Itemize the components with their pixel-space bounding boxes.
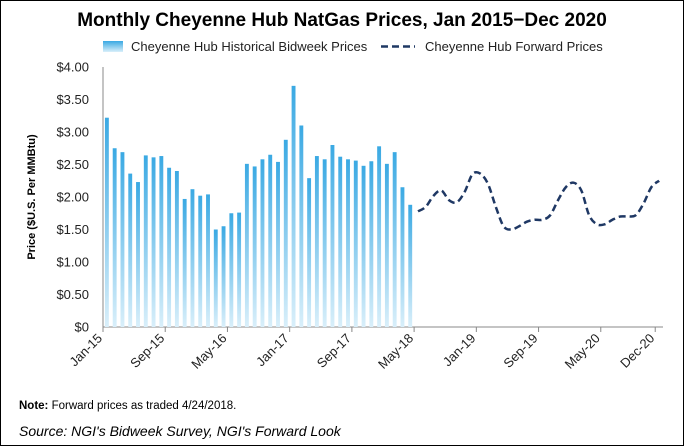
bar — [307, 178, 312, 327]
legend-swatch-historical — [103, 41, 123, 52]
bar — [229, 213, 234, 327]
bar — [112, 148, 117, 327]
bar — [377, 146, 382, 327]
bar — [143, 155, 148, 327]
y-tick-label: $2.00 — [56, 190, 89, 205]
note: Note: Forward prices as traded 4/24/2018… — [19, 400, 236, 412]
axes — [102, 67, 663, 328]
x-tick-label: May-16 — [188, 331, 229, 372]
bar — [221, 226, 226, 327]
x-tick-label: Sep-19 — [500, 331, 540, 371]
bar — [260, 159, 265, 327]
bars-historical — [104, 85, 413, 327]
bar — [244, 163, 249, 327]
bar — [159, 156, 164, 327]
bar — [408, 204, 413, 327]
x-tick-label: Jan-15 — [66, 331, 105, 370]
bar — [268, 154, 273, 327]
bar — [338, 156, 343, 327]
legend-label-historical: Cheyenne Hub Historical Bidweek Prices — [131, 39, 368, 54]
y-tick-label: $0 — [75, 320, 89, 335]
x-tick-label: Sep-15 — [127, 331, 167, 371]
bar — [314, 156, 319, 327]
line-forward — [417, 170, 660, 231]
bar — [190, 189, 195, 327]
bar — [353, 160, 358, 327]
x-tick-label: Sep-17 — [314, 331, 354, 371]
chart-title: Monthly Cheyenne Hub NatGas Prices, Jan … — [77, 10, 607, 31]
y-axis-title: Price ($U.S. Per MMBtu) — [26, 134, 38, 260]
bar — [384, 163, 389, 327]
x-tick-label: May-20 — [562, 331, 603, 372]
x-tick-labels: Jan-15 Sep-15 May-16 Jan-17 Sep-17 May-18 Jan-… — [66, 327, 657, 372]
y-tick-label: $2.50 — [56, 157, 89, 172]
y-tick-label: $1.50 — [56, 222, 89, 237]
source: Source: NGI's Bidweek Survey, NGI's Forw… — [19, 423, 342, 439]
y-tick-label: $3.00 — [56, 125, 89, 140]
bar — [322, 159, 327, 327]
bar — [182, 198, 187, 327]
bar — [213, 229, 218, 327]
bar — [174, 171, 179, 327]
bar — [330, 145, 335, 327]
note-text: Forward prices as traded 4/24/2018. — [48, 400, 236, 412]
bar — [299, 125, 304, 327]
legend-label-forward: Cheyenne Hub Forward Prices — [425, 39, 603, 54]
bar — [128, 173, 133, 327]
bar — [167, 167, 172, 327]
bar — [361, 165, 366, 327]
bar — [206, 194, 210, 327]
bar — [291, 85, 296, 327]
bar — [369, 161, 374, 327]
y-tick-labels: $0 $0.50 $1.00 $1.50 $2.00 $2.50 $3.00 $3.50 $4.… — [56, 60, 89, 335]
bar — [346, 159, 350, 327]
y-tick-label: $4.00 — [56, 60, 89, 75]
bar — [136, 182, 140, 327]
bar — [104, 117, 109, 327]
bar — [276, 161, 280, 327]
bar — [120, 152, 125, 327]
bar — [252, 166, 257, 327]
bar — [392, 152, 397, 327]
y-tick-label: $3.50 — [56, 92, 89, 107]
x-tick-label: May-18 — [375, 331, 416, 372]
x-tick-label: Dec-20 — [617, 331, 657, 371]
bar — [198, 195, 203, 327]
bar — [151, 157, 156, 327]
y-tick-label: $0.50 — [56, 287, 89, 302]
x-tick-label: Jan-19 — [440, 331, 479, 370]
forward-price-line — [417, 170, 660, 231]
bar — [237, 212, 242, 327]
bar — [283, 139, 288, 327]
bar — [400, 187, 405, 327]
y-tick-label: $1.00 — [56, 255, 89, 270]
note-label: Note: — [19, 400, 48, 412]
x-tick-label: Jan-17 — [253, 331, 292, 370]
